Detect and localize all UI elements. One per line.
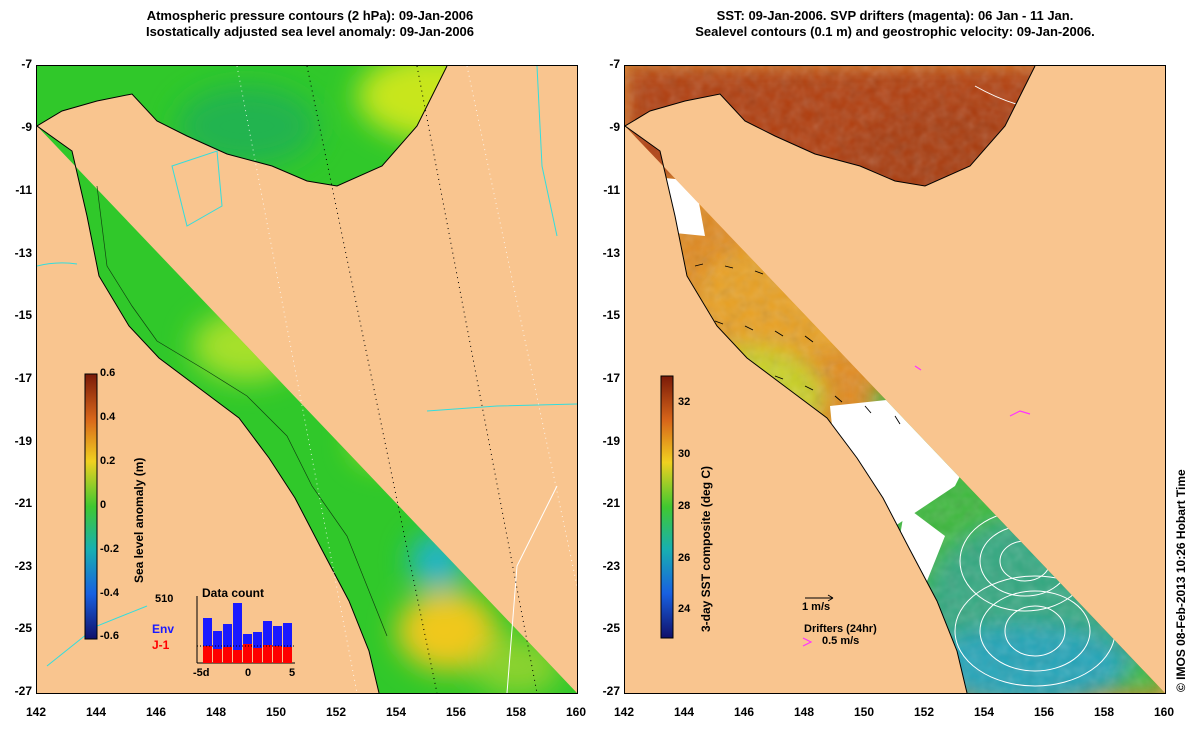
pressure-contour — [536, 66, 558, 237]
velocity-scale-label: 1 m/s — [802, 601, 831, 613]
colorbar-tick: 0 — [100, 499, 107, 511]
right-title: SST: 09-Jan-2006. SVP drifters (magenta)… — [625, 8, 1165, 40]
x-tick: 154 — [385, 705, 407, 719]
x-tick: 152 — [913, 705, 935, 719]
inset-j1-legend: J-1 — [152, 638, 170, 652]
y-tick: -19 — [14, 434, 32, 448]
inset-x-tick: -5d — [193, 667, 210, 679]
inset-x-tick: 0 — [245, 667, 252, 679]
colorbar-tick: 0.6 — [100, 367, 116, 379]
sst-colorbar-label: 3-day SST composite (deg C) — [699, 465, 713, 632]
y-tick: -27 — [14, 684, 32, 698]
x-tick: 160 — [1153, 705, 1175, 719]
sea-level-map — [36, 65, 578, 694]
pressure-contour — [506, 485, 558, 693]
colorbar-tick: 26 — [678, 552, 691, 564]
x-tick: 150 — [853, 705, 875, 719]
x-tick: 158 — [505, 705, 527, 719]
colorbar-tick: -0.4 — [100, 587, 119, 599]
y-tick: -9 — [21, 120, 32, 134]
y-tick: -11 — [15, 183, 32, 197]
colorbar-tick: 28 — [678, 500, 691, 512]
y-tick: -15 — [14, 308, 32, 322]
y-tick: -23 — [602, 559, 620, 573]
y-tick: -25 — [602, 621, 620, 635]
colorbar-tick: 30 — [678, 448, 691, 460]
y-tick: -21 — [602, 496, 620, 510]
x-tick: 160 — [565, 705, 587, 719]
x-tick: 144 — [673, 705, 695, 719]
x-tick: 144 — [85, 705, 107, 719]
left-title-line1: Atmospheric pressure contours (2 hPa): 0… — [146, 8, 474, 23]
colorbar-tick: 0.4 — [100, 411, 116, 423]
right-title-line1: SST: 09-Jan-2006. SVP drifters (magenta)… — [716, 8, 1074, 23]
y-tick: -13 — [602, 246, 620, 260]
x-tick: 154 — [973, 705, 995, 719]
left-title-line2: Isostatically adjusted sea level anomaly… — [145, 24, 475, 39]
sea-level-colorbar-label: Sea level anomaly (m) — [132, 457, 146, 583]
inset-title: Data count — [202, 586, 265, 600]
x-tick: 152 — [325, 705, 347, 719]
x-tick: 156 — [1033, 705, 1055, 719]
sea-level-colorbar — [84, 373, 98, 640]
x-tick: 146 — [145, 705, 167, 719]
x-tick: 146 — [733, 705, 755, 719]
drifter-scale-arrow — [802, 637, 813, 647]
altimeter-tracks — [306, 66, 538, 693]
reef-contour — [96, 185, 388, 637]
data-count-inset — [196, 596, 295, 664]
x-tick: 142 — [25, 705, 47, 719]
sea-level-map-graphic — [37, 66, 577, 693]
inset-env-legend: Env — [152, 622, 175, 636]
y-tick: -17 — [602, 371, 620, 385]
pressure-contour — [426, 403, 577, 412]
x-tick: 142 — [613, 705, 635, 719]
australia-coastline — [625, 125, 968, 693]
y-tick: -25 — [14, 621, 32, 635]
x-tick: 148 — [793, 705, 815, 719]
y-tick: -7 — [609, 57, 620, 71]
png-coastline — [625, 66, 1036, 187]
pressure-contour — [37, 262, 78, 267]
colorbar-tick: 0.2 — [100, 455, 116, 467]
imos-credit: © IMOS 08-Feb-2013 10:26 Hobart Time — [1174, 469, 1188, 692]
drifters-label: Drifters (24hr) — [804, 623, 877, 635]
y-tick: -15 — [602, 308, 620, 322]
y-tick: -7 — [21, 57, 32, 71]
x-tick: 150 — [265, 705, 287, 719]
y-tick: -27 — [602, 684, 620, 698]
y-tick: -13 — [14, 246, 32, 260]
velocity-scale-arrow — [805, 594, 834, 602]
right-title-line2: Sealevel contours (0.1 m) and geostrophi… — [695, 24, 1095, 39]
x-tick: 148 — [205, 705, 227, 719]
x-tick: 158 — [1093, 705, 1115, 719]
drifter-tracks — [914, 365, 1031, 417]
y-tick: -9 — [609, 120, 620, 134]
colorbar-tick: 24 — [678, 603, 691, 615]
drifters-speed-label: 0.5 m/s — [822, 635, 860, 647]
png-coastline — [37, 66, 448, 187]
sst-map — [624, 65, 1166, 694]
australia-coastline — [37, 125, 380, 693]
colorbar-tick: 32 — [678, 396, 691, 408]
pressure-contour — [171, 150, 223, 227]
y-tick: -23 — [14, 559, 32, 573]
colorbar-tick: -0.2 — [100, 543, 119, 555]
sst-map-graphic — [625, 66, 1165, 693]
y-tick: -17 — [14, 371, 32, 385]
y-tick: -21 — [14, 496, 32, 510]
inset-count: 510 — [155, 593, 174, 605]
colorbar-tick: -0.6 — [100, 630, 119, 642]
y-tick: -11 — [603, 183, 620, 197]
x-tick: 156 — [445, 705, 467, 719]
inset-x-tick: 5 — [289, 667, 296, 679]
left-title: Atmospheric pressure contours (2 hPa): 0… — [40, 8, 580, 40]
j1-bars — [203, 644, 292, 663]
y-tick: -19 — [602, 434, 620, 448]
sst-colorbar — [660, 375, 674, 639]
